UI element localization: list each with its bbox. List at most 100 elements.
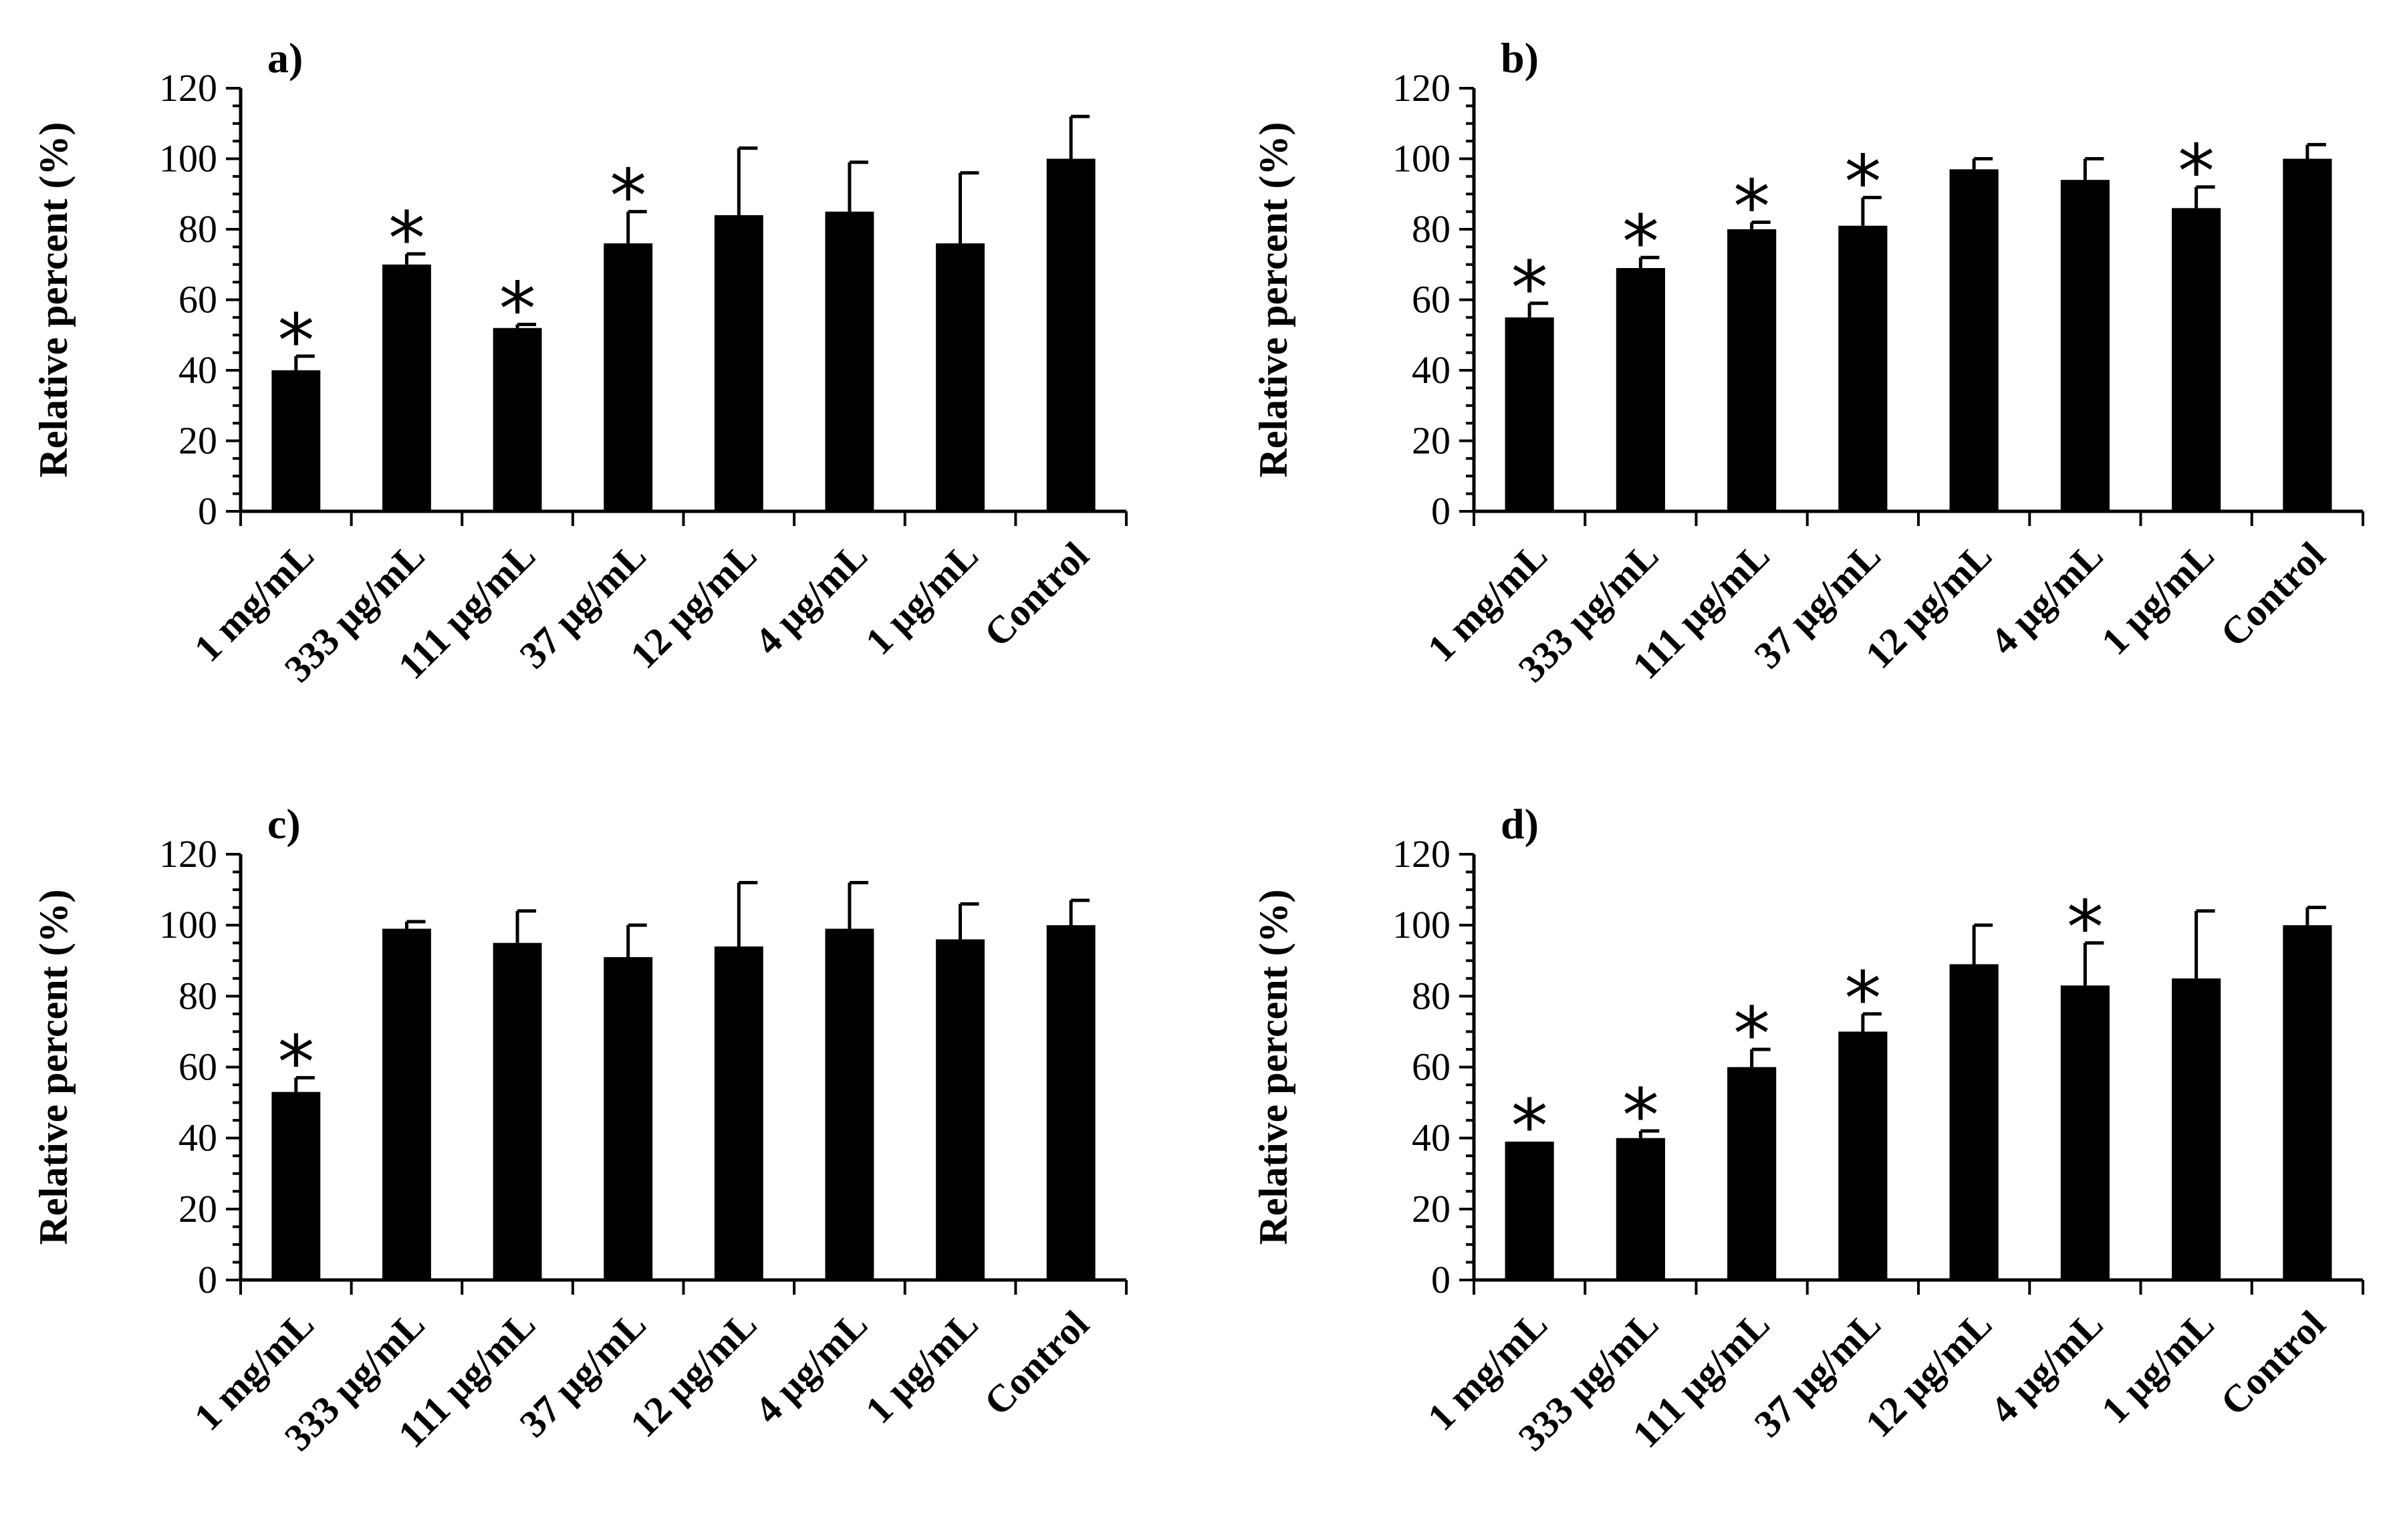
panel-label: d) [1501,800,1539,848]
y-axis-label: Relative percent (%) [31,889,76,1245]
bar [825,928,874,1280]
y-tick-label: 100 [1392,137,1451,180]
bar [1505,1141,1554,1280]
y-tick-label: 40 [178,1116,217,1160]
y-tick-label: 20 [178,419,217,463]
bar [1727,1067,1777,1280]
significance-star: * [277,298,314,384]
bar [2060,985,2110,1280]
category-label: Control [2212,1302,2334,1424]
y-axis-label: Relative percent (%) [1251,889,1295,1245]
bar [1838,225,1888,511]
y-tick-label: 0 [198,489,217,533]
bar [604,243,653,511]
bar [382,928,431,1280]
category-label: 4 µg/mL [1982,1302,2112,1432]
category-label: Control [975,1302,1097,1424]
y-tick-label: 120 [1392,66,1451,110]
significance-star: * [2178,129,2215,215]
bar [2172,978,2221,1280]
significance-star: * [1733,991,1770,1077]
bar [1727,229,1777,511]
y-tick-label: 100 [159,903,217,946]
bar [1949,169,1999,511]
significance-star: * [1622,1073,1659,1158]
y-tick-label: 60 [178,278,217,322]
significance-star: * [388,196,425,281]
significance-star: * [1733,164,1770,249]
bar [493,328,542,511]
y-tick-label: 40 [1412,1116,1451,1160]
bar [936,243,985,511]
bar [2172,208,2221,511]
bar [1616,268,1665,511]
y-tick-label: 0 [1431,1258,1451,1301]
y-tick-label: 80 [1412,974,1451,1017]
bar [2283,925,2332,1280]
bar [382,264,431,511]
category-label: Control [975,533,1097,655]
bar [1046,925,1096,1280]
category-label: 4 µg/mL [1982,533,2112,663]
y-tick-label: 20 [178,1187,217,1231]
bar [714,215,763,511]
chart-panel-d: d) 0 20 40 60 80 100 120 Relative percent (%) * 1 … [1251,800,2364,1459]
y-tick-label: 80 [178,207,217,251]
y-tick-label: 60 [1412,278,1451,322]
y-tick-label: 0 [198,1258,217,1301]
y-axis-label: Relative percent (%) [31,122,76,477]
y-axis-label: Relative percent (%) [1251,122,1295,477]
bar [604,956,653,1280]
bar [936,939,985,1280]
significance-star: * [277,1019,314,1105]
significance-star: * [499,266,536,352]
category-label: 4 µg/mL [746,533,876,663]
bar [714,946,763,1280]
significance-star: * [1622,199,1659,285]
bar [1616,1138,1665,1280]
panel-label: c) [267,800,301,848]
y-tick-label: 80 [178,974,217,1017]
y-tick-label: 60 [178,1045,217,1089]
significance-star: * [1844,956,1881,1041]
y-tick-label: 120 [159,832,217,876]
y-tick-label: 60 [1412,1045,1451,1089]
y-tick-label: 20 [1412,419,1451,463]
y-tick-label: 120 [1392,832,1451,876]
category-label: 1 µg/mL [2093,533,2223,663]
chart-panel-c: c) 0 20 40 60 80 100 120 Relative percent (%) * 1 … [31,800,1128,1459]
significance-star: * [1511,1083,1548,1169]
bar [1046,158,1096,511]
y-tick-label: 40 [178,348,217,392]
bar [1505,317,1554,511]
significance-star: * [1511,245,1548,331]
bar [493,942,542,1280]
y-tick-label: 120 [159,66,217,110]
bar [2283,158,2332,511]
bar [2060,180,2110,511]
bar [825,211,874,511]
category-label: 4 µg/mL [746,1302,876,1432]
y-tick-label: 0 [1431,489,1451,533]
panel-label: b) [1501,34,1539,82]
category-label: 1 µg/mL [857,1302,987,1432]
panel-label: a) [267,34,303,82]
significance-star: * [610,154,646,239]
significance-star: * [2067,885,2104,971]
y-tick-label: 20 [1412,1187,1451,1231]
y-tick-label: 40 [1412,348,1451,392]
significance-star: * [1844,140,1881,225]
category-label: 1 µg/mL [857,533,987,663]
bar [271,370,321,511]
bar [271,1092,321,1280]
category-label: 1 µg/mL [2093,1302,2223,1432]
chart-panel-b: b) 0 20 40 60 80 100 120 Relative percent (%) * 1 … [1251,34,2364,690]
y-tick-label: 100 [159,137,217,180]
y-tick-label: 80 [1412,207,1451,251]
chart-panel-a: a) 0 20 40 60 80 100 120 Relative percent (%) * 1 … [31,34,1128,690]
bar [1949,964,1999,1280]
y-tick-label: 100 [1392,903,1451,946]
category-label: Control [2212,533,2334,655]
bar [1838,1031,1888,1280]
